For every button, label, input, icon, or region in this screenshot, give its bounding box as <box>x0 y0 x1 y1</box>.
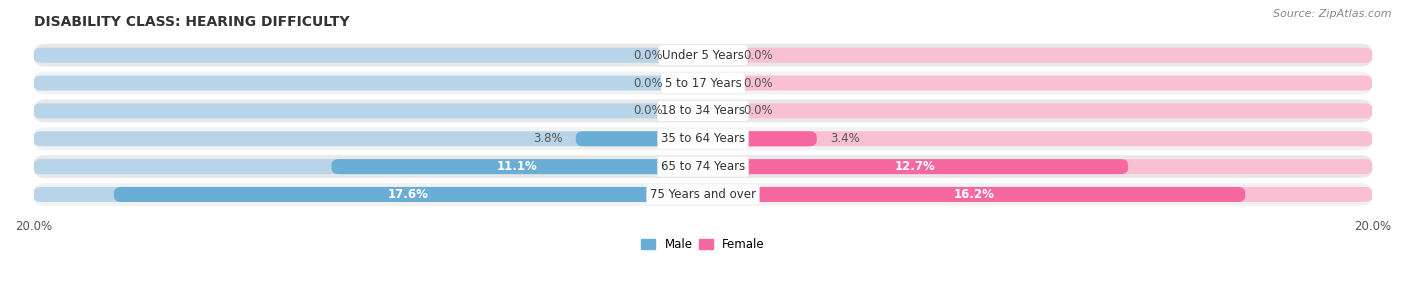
Text: 12.7%: 12.7% <box>896 160 936 173</box>
FancyBboxPatch shape <box>703 159 1128 174</box>
FancyBboxPatch shape <box>703 103 1372 118</box>
Text: 11.1%: 11.1% <box>496 160 537 173</box>
FancyBboxPatch shape <box>114 187 703 202</box>
Text: 0.0%: 0.0% <box>633 76 662 90</box>
FancyBboxPatch shape <box>34 76 703 91</box>
Text: 0.0%: 0.0% <box>744 104 773 118</box>
FancyBboxPatch shape <box>34 183 1372 206</box>
Text: 16.2%: 16.2% <box>953 188 994 201</box>
FancyBboxPatch shape <box>703 48 1372 63</box>
Text: 0.0%: 0.0% <box>633 49 662 62</box>
Text: 75 Years and over: 75 Years and over <box>650 188 756 201</box>
Text: 35 to 64 Years: 35 to 64 Years <box>661 132 745 145</box>
Text: 65 to 74 Years: 65 to 74 Years <box>661 160 745 173</box>
Text: DISABILITY CLASS: HEARING DIFFICULTY: DISABILITY CLASS: HEARING DIFFICULTY <box>34 15 349 29</box>
Text: 3.8%: 3.8% <box>533 132 562 145</box>
Legend: Male, Female: Male, Female <box>637 233 769 256</box>
FancyBboxPatch shape <box>34 99 1372 122</box>
FancyBboxPatch shape <box>34 155 1372 178</box>
Text: 0.0%: 0.0% <box>744 76 773 90</box>
FancyBboxPatch shape <box>34 131 703 146</box>
FancyBboxPatch shape <box>34 187 703 202</box>
FancyBboxPatch shape <box>34 44 1372 67</box>
Text: 0.0%: 0.0% <box>744 49 773 62</box>
FancyBboxPatch shape <box>703 159 1372 174</box>
Text: Source: ZipAtlas.com: Source: ZipAtlas.com <box>1274 9 1392 19</box>
FancyBboxPatch shape <box>576 131 703 146</box>
Text: 5 to 17 Years: 5 to 17 Years <box>665 76 741 90</box>
FancyBboxPatch shape <box>703 187 1372 202</box>
FancyBboxPatch shape <box>703 131 1372 146</box>
Text: 3.4%: 3.4% <box>830 132 860 145</box>
FancyBboxPatch shape <box>703 187 1246 202</box>
Text: 18 to 34 Years: 18 to 34 Years <box>661 104 745 118</box>
FancyBboxPatch shape <box>332 159 703 174</box>
FancyBboxPatch shape <box>34 159 703 174</box>
FancyBboxPatch shape <box>34 48 703 63</box>
FancyBboxPatch shape <box>34 103 703 118</box>
FancyBboxPatch shape <box>703 76 1372 91</box>
Text: 0.0%: 0.0% <box>633 104 662 118</box>
FancyBboxPatch shape <box>34 72 1372 95</box>
Text: Under 5 Years: Under 5 Years <box>662 49 744 62</box>
Text: 17.6%: 17.6% <box>388 188 429 201</box>
FancyBboxPatch shape <box>703 131 817 146</box>
FancyBboxPatch shape <box>34 127 1372 150</box>
